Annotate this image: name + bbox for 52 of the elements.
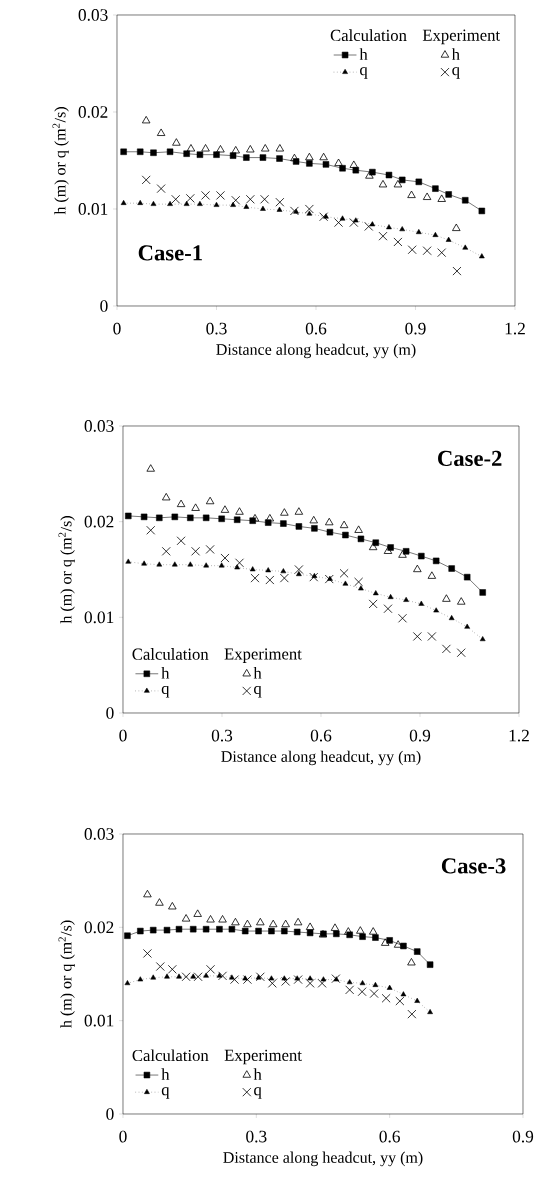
x-tick-label: 0.6 — [310, 729, 332, 742]
annotation: Experiment — [422, 29, 500, 45]
legend-label: h — [359, 48, 368, 60]
legend-label: q — [359, 67, 368, 79]
legend-label: q — [452, 67, 460, 79]
y-tick-label: 0.02 — [84, 921, 114, 934]
x-tick-label: 0.6 — [379, 1130, 400, 1143]
x-axis-title: Distance along headcut, yy (m) — [216, 343, 416, 359]
x-tick-label: 1.2 — [505, 322, 525, 335]
y-tick-label: 0.01 — [78, 203, 108, 215]
x-tick-label: 0.3 — [246, 1130, 267, 1143]
y-tick-label: 0.03 — [78, 9, 108, 21]
y-tick-label: 0 — [106, 1108, 114, 1120]
legend-label: q — [161, 685, 170, 698]
x-tick-label: 0.3 — [211, 729, 233, 742]
y-axis-title: h (m) or q (m$^{2}$/s) — [52, 107, 69, 215]
x-tick-label: 0.3 — [206, 322, 227, 335]
legend-label: h — [253, 1068, 262, 1080]
y-tick-label: 0 — [106, 707, 114, 719]
legend-label: q — [253, 1087, 262, 1099]
y-tick-label: 0.02 — [84, 515, 114, 528]
x-tick-label: 0.6 — [305, 322, 327, 335]
y-tick-label: 0.02 — [78, 106, 108, 118]
x-tick-label: 1.2 — [509, 729, 529, 742]
x-tick-label: 0.9 — [405, 322, 426, 335]
annotation: Calculation — [132, 648, 209, 660]
annotation: Calculation — [330, 29, 407, 42]
x-axis-title: Distance along headcut, yy (m) — [223, 1151, 423, 1167]
y-axis-title: h (m) or q (m$^{2}$/s) — [58, 516, 75, 624]
legend-label: h — [161, 667, 170, 679]
x-tick-label: 0 — [119, 729, 127, 742]
annotation: Experiment — [224, 648, 302, 663]
annotation: Calculation — [132, 1049, 209, 1062]
y-axis-title: h (m) or q (m$^{2}$/s) — [58, 920, 75, 1028]
text: Case-3 — [441, 858, 506, 874]
x-tick-label: 0 — [119, 1130, 127, 1143]
legend-label: q — [161, 1087, 170, 1099]
x-tick-label: 0.9 — [512, 1130, 533, 1143]
y-tick-label: 0.03 — [84, 828, 114, 840]
text: Case-2 — [437, 450, 502, 467]
legend-label: h — [451, 48, 460, 60]
annotation: Experiment — [224, 1049, 302, 1065]
text: Case-1 — [138, 245, 202, 261]
y-tick-label: 0.01 — [84, 1014, 114, 1027]
y-tick-label: 0 — [100, 300, 108, 312]
x-tick-label: 0.9 — [409, 729, 430, 742]
x-axis-title: Distance along headcut, yy (m) — [221, 750, 421, 766]
y-tick-label: 0.01 — [84, 611, 114, 624]
legend-label: h — [253, 667, 262, 679]
legend-label: q — [253, 685, 262, 698]
legend-label: h — [161, 1068, 170, 1080]
y-tick-label: 0.03 — [84, 420, 114, 432]
